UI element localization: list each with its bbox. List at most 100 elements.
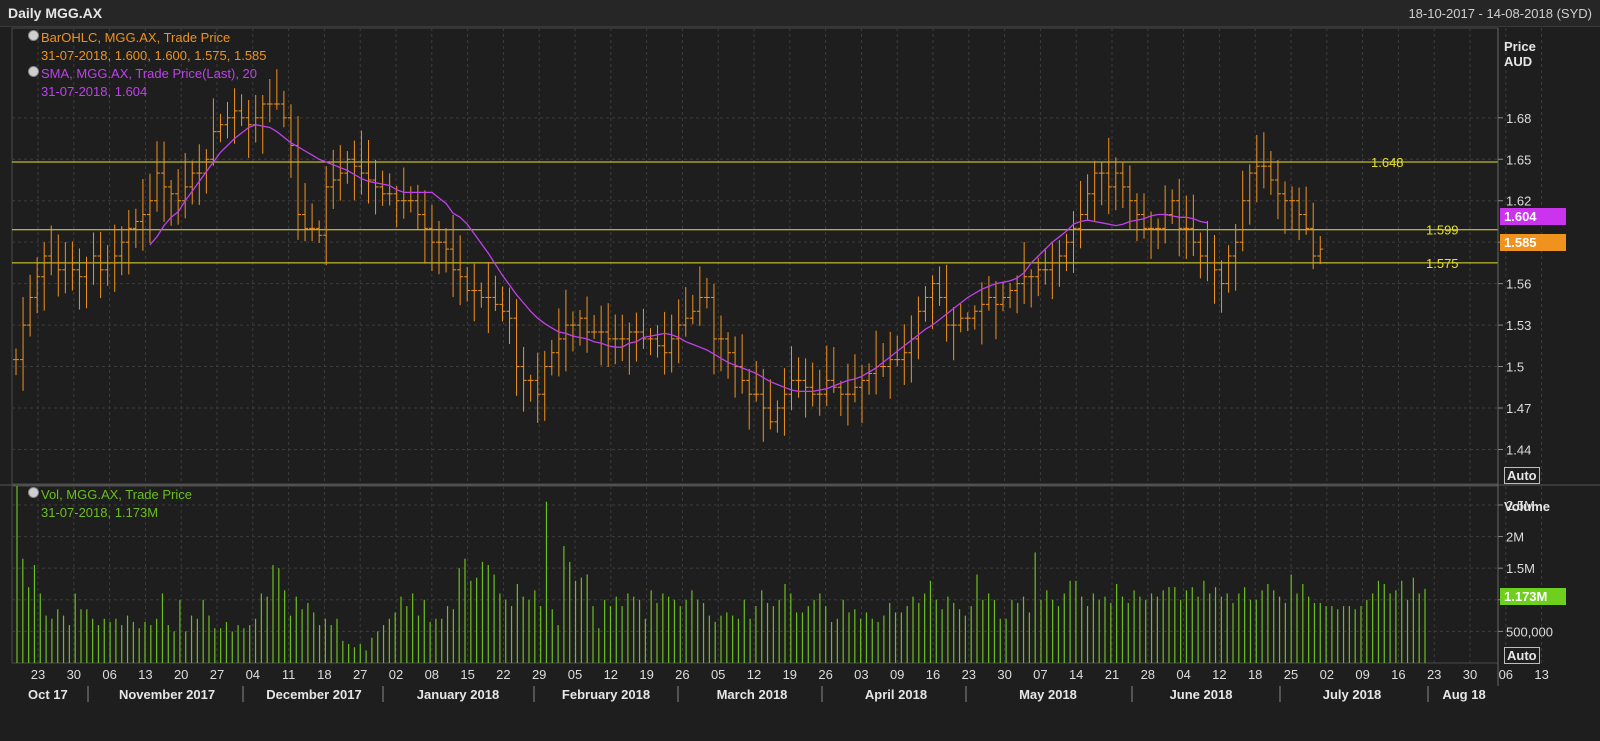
ohlc-bar: [774, 400, 781, 433]
ohlc-bar: [591, 314, 598, 339]
ohlc-bar: [1260, 132, 1267, 189]
ohlc-bar: [548, 340, 555, 376]
sma-legend-line2: 31-07-2018, 1.604: [41, 84, 148, 99]
ohlc-bar: [703, 277, 710, 309]
x-month-label: May 2018: [1019, 687, 1077, 702]
ohlc-bar: [245, 99, 252, 158]
ohlc-bar: [217, 113, 224, 143]
ohlc-bar: [450, 214, 457, 298]
x-day-label: 28: [1141, 667, 1155, 682]
x-month-label: Oct 17: [28, 687, 68, 702]
ohlc-bar: [471, 263, 478, 322]
ohlc-bar: [1274, 160, 1281, 220]
x-day-label: 02: [1320, 667, 1334, 682]
ohlc-bar: [950, 307, 957, 361]
ohlc-bar: [1035, 257, 1042, 297]
ohlc-bar: [569, 311, 576, 352]
ohlc-bar: [83, 256, 90, 309]
x-month-label: July 2018: [1323, 687, 1382, 702]
ohlc-legend-line1: BarOHLC, MGG.AX, Trade Price: [41, 30, 231, 45]
ohlc-bar: [443, 228, 450, 273]
ohlc-bar: [295, 116, 301, 240]
ohlc-bar: [1303, 186, 1310, 235]
horizontal-line-label: 1.648: [1371, 155, 1404, 170]
x-day-label: 26: [818, 667, 832, 682]
toggle-series-icon[interactable]: [28, 30, 39, 41]
ohlc-bar: [873, 330, 880, 395]
ohlc-bar: [252, 94, 259, 143]
x-day-label: 13: [138, 667, 152, 682]
ohlc-bar: [619, 314, 626, 362]
ohlc-bar: [69, 241, 76, 291]
ohlc-bar: [34, 257, 41, 314]
x-day-label: 30: [67, 667, 81, 682]
ohlc-bar: [633, 312, 640, 362]
ohlc-bar: [746, 368, 753, 430]
ohlc-bar: [1091, 160, 1098, 222]
ohlc-bar: [302, 183, 309, 242]
ohlc-bar: [1190, 194, 1197, 256]
price-tick-label: 1.65: [1506, 152, 1531, 167]
price-axis-title-line1: Price: [1504, 39, 1536, 54]
ohlc-bar: [760, 368, 767, 442]
x-month-label: March 2018: [717, 687, 788, 702]
ohlc-bar: [231, 88, 238, 144]
ohlc-bar: [859, 365, 865, 424]
ohlc-bar: [1007, 283, 1014, 309]
price-legend: BarOHLC, MGG.AX, Trade Price 31-07-2018,…: [28, 29, 267, 101]
ohlc-bar: [605, 303, 612, 367]
ohlc-bar: [654, 325, 661, 358]
ohlc-bar: [1282, 181, 1288, 234]
ohlc-bar: [1225, 245, 1232, 293]
ohlc-bar: [351, 140, 358, 201]
ohlc-bar: [90, 232, 97, 285]
ohlc-bar: [725, 332, 732, 379]
volume-auto-scale-button[interactable]: Auto: [1504, 647, 1540, 664]
ohlc-bar: [1197, 232, 1204, 279]
ohlc-bar: [1204, 221, 1211, 282]
ohlc-bar: [280, 90, 287, 128]
x-day-label: 29: [532, 667, 546, 682]
ohlc-bar: [287, 104, 294, 178]
horizontal-line-label: 1.599: [1426, 223, 1459, 238]
price-auto-scale-button[interactable]: Auto: [1504, 467, 1540, 484]
ohlc-bar: [992, 281, 999, 340]
x-day-label: 06: [102, 667, 116, 682]
chart-title: Daily MGG.AX: [8, 5, 103, 21]
ohlc-bar: [710, 283, 717, 375]
ohlc-bar: [964, 312, 971, 332]
ohlc-bar: [196, 144, 203, 205]
volume-legend-line2: 31-07-2018, 1.173M: [41, 505, 159, 520]
x-month-label: December 2017: [266, 687, 361, 702]
price-axis-title: Price AUD: [1504, 39, 1536, 69]
ohlc-bar: [915, 296, 922, 360]
ohlc-bar: [668, 314, 675, 373]
ohlc-bar: [781, 368, 788, 436]
ohlc-bar: [478, 282, 485, 308]
price-tick-label: 1.68: [1506, 111, 1531, 126]
toggle-series-icon[interactable]: [28, 487, 39, 498]
x-day-label: 25: [1284, 667, 1298, 682]
ohlc-bar: [125, 209, 132, 275]
x-day-label: 23: [1427, 667, 1441, 682]
ohlc-bar: [922, 286, 929, 322]
ohlc-bar: [1112, 157, 1119, 211]
x-month-label: Aug 18: [1442, 687, 1485, 702]
ohlc-bar: [809, 362, 816, 407]
ohlc-bar: [1077, 180, 1084, 249]
x-day-label: 27: [353, 667, 367, 682]
ohlc-bar: [1098, 162, 1105, 206]
ohlc-bar: [154, 141, 160, 212]
ohlc-bar: [407, 186, 414, 213]
title-bar: Daily MGG.AX 18-10-2017 - 14-08-2018 (SY…: [0, 0, 1600, 27]
volume-tick-label: 2.5M: [1506, 498, 1535, 513]
ohlc-bar: [788, 346, 795, 411]
ohlc-bar: [887, 331, 894, 399]
price-tick-label: 1.5: [1506, 360, 1524, 375]
ohlc-bar: [365, 139, 372, 204]
sma-last-value-tag: 1.604: [1500, 208, 1566, 225]
ohlc-bar: [316, 220, 323, 244]
ohlc-bar: [1014, 275, 1021, 314]
toggle-series-icon[interactable]: [28, 66, 39, 77]
